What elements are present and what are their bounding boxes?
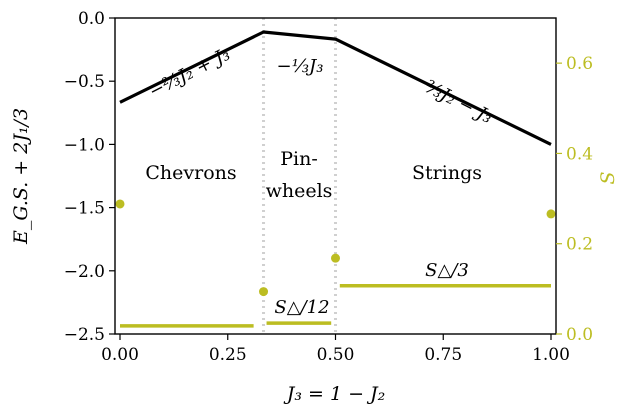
x-tick-label-1: 0.25: [209, 345, 247, 365]
entropy-series: [115, 199, 556, 328]
x-axis-label: J₃ = 1 − J₂: [283, 383, 386, 405]
x-tick-label-4: 1.00: [532, 345, 570, 365]
region-label-pinwheels-line2: wheels: [266, 180, 333, 202]
entropy-point-1: [259, 287, 269, 297]
x-tick-label-2: 0.50: [317, 345, 355, 365]
y-right-tick-label-2: 0.4: [566, 144, 593, 164]
x-tick-label-0: 0.00: [101, 345, 139, 365]
region-label-strings: Strings: [412, 162, 482, 184]
y-right-tick-label-0: 0.0: [566, 325, 593, 345]
y-right-tick-label-3: 0.6: [566, 54, 593, 74]
y-left-tick-label-5: −2.5: [64, 325, 105, 345]
formula-label-strings: ⅔J₂ − J₃: [421, 76, 495, 128]
axis-ticks: 0.00 0.25 0.50 0.75 1.000.0−0.5−1.0−1.5−2.0−…: [64, 9, 593, 365]
formula-label-chevrons: −⅔J₂ + J₃: [146, 44, 234, 103]
energy-line: [119, 30, 552, 146]
y-left-tick-label-4: −2.0: [64, 262, 105, 282]
y-left-tick-label-2: −1.0: [64, 135, 105, 155]
region-label-chevrons: Chevrons: [145, 162, 236, 184]
y-left-tick-label-3: −1.5: [64, 199, 105, 219]
region-label-pinwheels-line1: Pin-: [280, 148, 318, 170]
y-axis-label-left: E_G.S. + 2J₁/3: [10, 108, 32, 245]
y-left-tick-label-0: 0.0: [78, 9, 105, 29]
x-tick-label-3: 0.75: [424, 345, 462, 365]
entropy-point-0: [115, 199, 125, 209]
phase-boundary-lines: [262, 18, 337, 334]
y-right-tick-label-1: 0.2: [566, 235, 593, 255]
entropy-label-pinwheels: S△/12: [274, 297, 329, 318]
entropy-point-2: [331, 253, 340, 263]
formula-label-pinwheels: −⅓J₃: [277, 56, 324, 77]
entropy-label-strings: S△/3: [425, 260, 469, 281]
y-left-tick-label-1: −0.5: [64, 72, 105, 92]
entropy-point-3: [546, 209, 556, 219]
y-axis-label-right: S: [597, 171, 619, 184]
